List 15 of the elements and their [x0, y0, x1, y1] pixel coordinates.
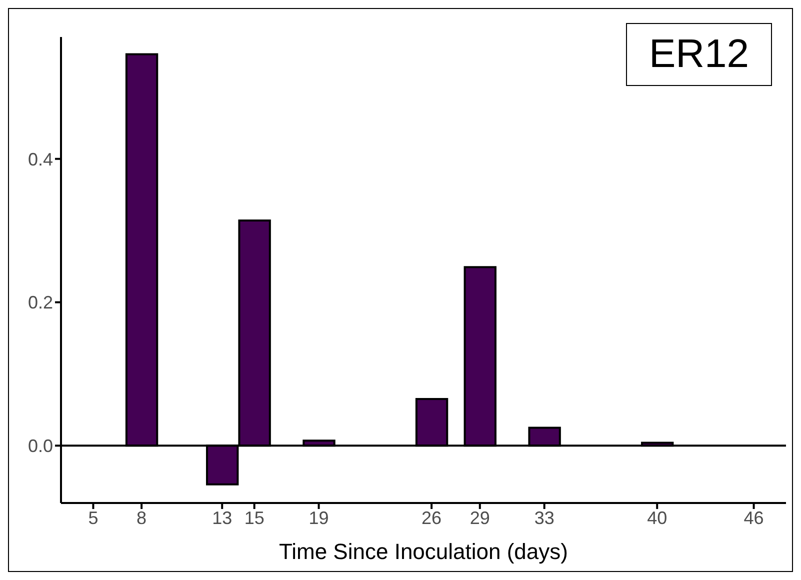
x-tick-label: 5: [88, 508, 98, 528]
y-tick-label: 0.4: [28, 149, 53, 170]
x-tick-label: 19: [308, 508, 329, 528]
y-tick-label: 0.2: [28, 292, 53, 313]
x-tick-label: 8: [136, 508, 147, 528]
x-tick-label: 26: [422, 508, 442, 528]
x-axis-title: Time Since Inoculation (days): [279, 539, 568, 564]
x-tick-label: 33: [534, 508, 554, 528]
annotation: ER12: [626, 23, 772, 86]
x-tick-label: 46: [744, 508, 764, 528]
x-tick-label: 40: [647, 508, 668, 528]
x-tick-label: 15: [244, 508, 264, 528]
x-tick-label: 29: [470, 508, 490, 528]
y-tick-label: 0.0: [28, 436, 53, 456]
x-tick-label: 13: [212, 508, 232, 528]
